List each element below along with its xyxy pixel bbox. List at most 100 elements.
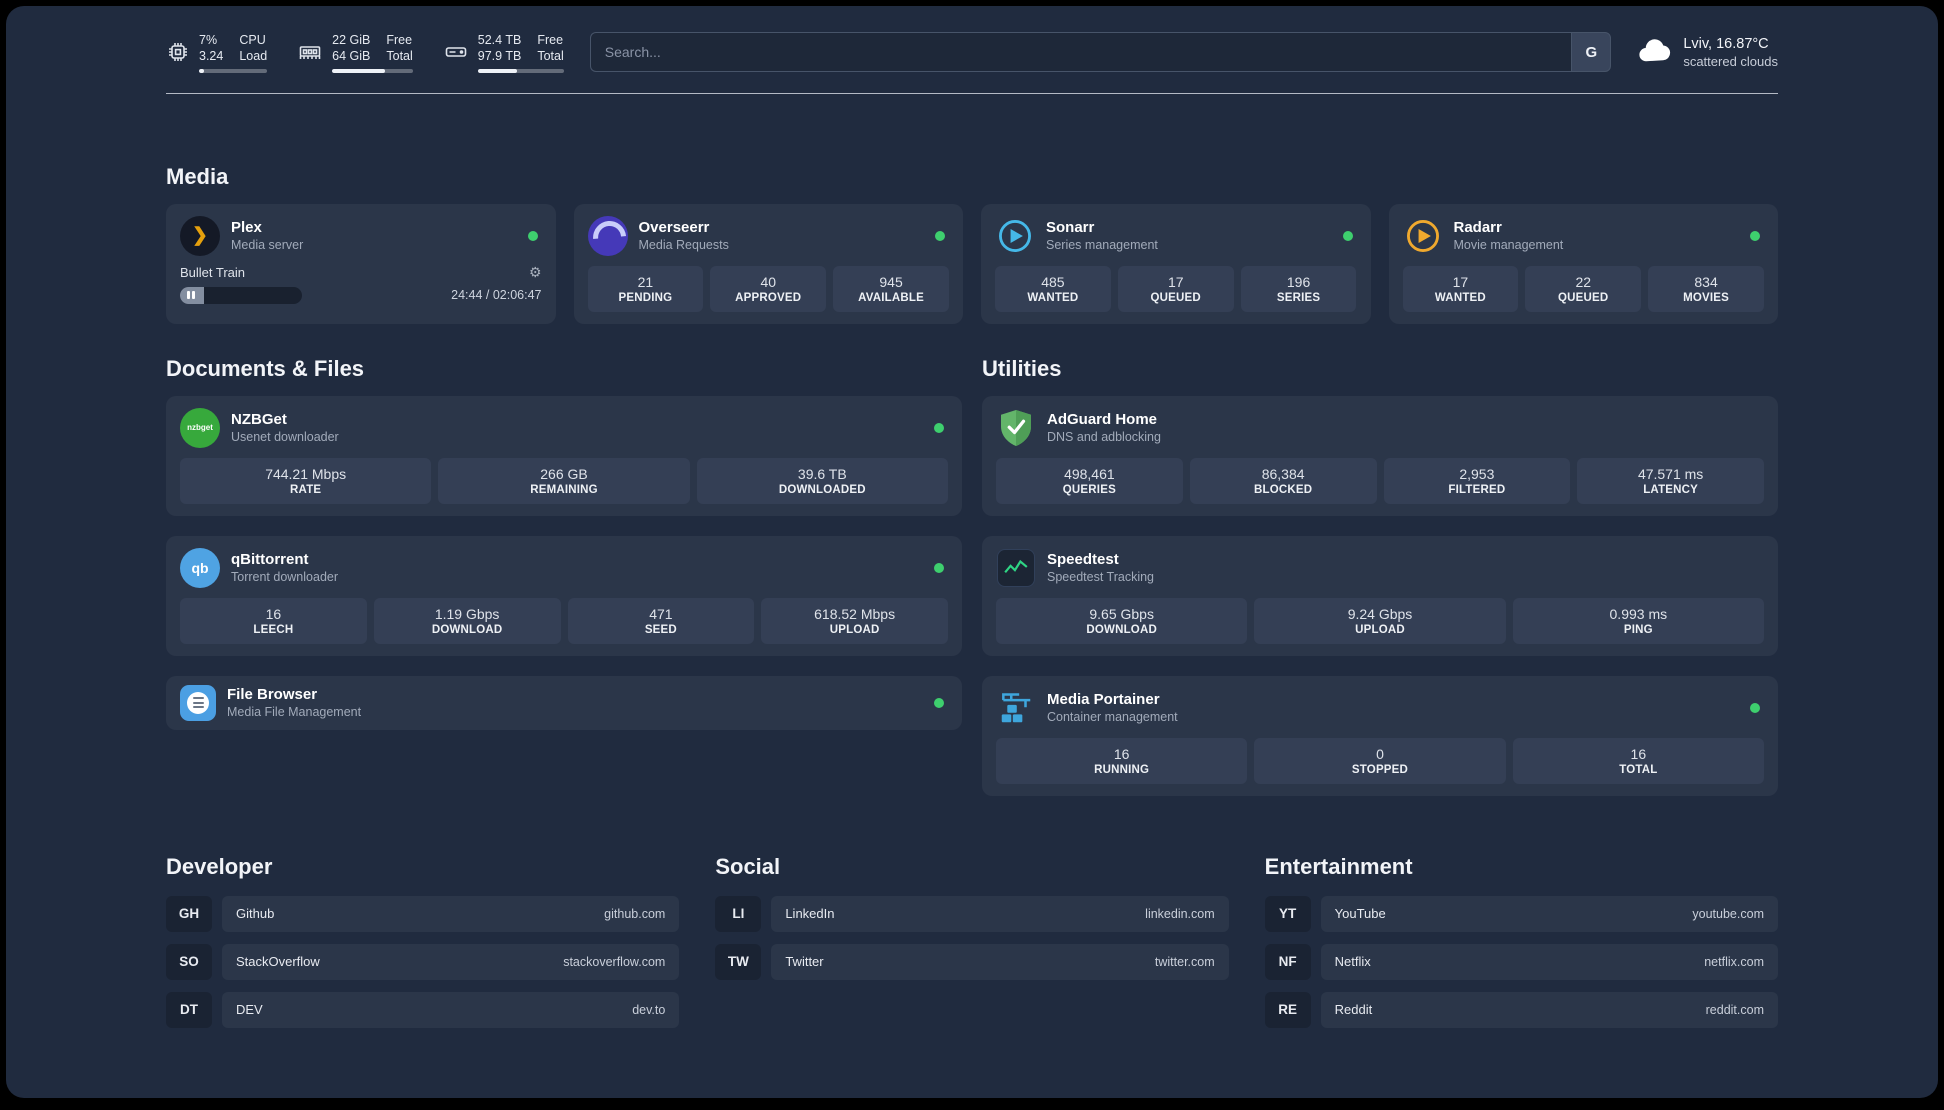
cpu-progress-bar [199,68,268,73]
bookmark-row: SO StackOverflow stackoverflow.com [166,943,680,980]
speedtest-icon [996,548,1036,588]
app-card-filebrowser[interactable]: File Browser Media File Management [166,675,962,730]
stat-tile: 945 AVAILABLE [833,265,949,312]
bookmark-abbr: SO [166,943,212,980]
status-dot [934,422,944,433]
stat-tile: 39.6 TB DOWNLOADED [696,457,948,504]
bookmark-group-developer: Developer GH Github github.com SO StackO… [166,853,680,1028]
cloud-icon [1637,36,1673,69]
search-engine-button[interactable]: G [1571,32,1612,73]
ram-free-label: Free [386,33,413,47]
bookmark-row: RE Reddit reddit.com [1264,991,1778,1028]
bookmark-abbr: LI [715,895,762,932]
app-card-portainer[interactable]: Media Portainer Container management 16 … [982,675,1778,796]
stat-tile: 498,461 QUERIES [996,457,1183,504]
app-card-nzbget[interactable]: nzbget NZBGet Usenet downloader 744.21 M… [166,395,962,516]
bookmark-link-dev[interactable]: DEV dev.to [222,991,680,1028]
ram-icon [297,40,323,64]
bookmark-link-stackoverflow[interactable]: StackOverflow stackoverflow.com [222,943,680,980]
media-card-row: ❯ Plex Media server Bullet Train ⚙ [166,203,1778,324]
status-dot [934,562,944,573]
app-subtitle: Container management [1047,710,1178,725]
cpu-load-value: 3.24 [199,49,224,64]
middle-columns: Documents & Files nzbget NZBGet Usenet d… [166,356,1778,796]
bookmark-sections: Developer GH Github github.com SO StackO… [166,854,1778,1028]
stat-tile: 485 WANTED [995,265,1111,312]
playback-progress-bar[interactable] [180,286,302,304]
bookmark-abbr: RE [1264,991,1311,1028]
status-dot [1750,230,1760,241]
bookmark-link-github[interactable]: Github github.com [222,895,680,932]
app-name: Media Portainer [1047,690,1160,708]
stat-tile: 266 GB REMAINING [438,457,690,504]
topbar: 7% 3.24 CPU Load [166,32,1778,73]
app-name: NZBGet [231,410,287,428]
app-name: AdGuard Home [1047,410,1158,428]
stat-tile: 40 APPROVED [710,265,827,312]
nzbget-icon: nzbget [180,407,220,448]
bookmark-link-linkedin[interactable]: LinkedIn linkedin.com [771,895,1229,932]
stat-tile: 2,953 FILTERED [1383,457,1571,504]
bookmark-link-youtube[interactable]: YouTube youtube.com [1320,895,1778,932]
app-card-plex[interactable]: ❯ Plex Media server Bullet Train ⚙ [166,203,556,324]
stat-tile: 471 SEED [567,597,755,644]
status-dot [1750,702,1760,713]
app-subtitle: Speedtest Tracking [1047,570,1155,585]
gear-icon[interactable]: ⚙ [528,264,542,280]
disk-free-label: Free [537,33,564,47]
ram-progress-bar [332,68,413,73]
weather-condition: scattered clouds [1683,53,1778,69]
app-card-radarr[interactable]: Radarr Movie management 17 WANTED 22 QUE… [1388,203,1778,324]
app-card-sonarr[interactable]: Sonarr Series management 485 WANTED 17 Q… [981,203,1371,324]
bookmark-abbr: GH [166,895,212,932]
dashboard-window: 7% 3.24 CPU Load [6,6,1938,1098]
ram-free-value: 22 GiB [332,33,371,47]
section-title-social: Social [715,853,781,879]
stat-tile: 16 LEECH [180,597,367,644]
bookmark-link-netflix[interactable]: Netflix netflix.com [1320,943,1778,980]
radarr-icon [1403,216,1443,256]
bookmark-link-reddit[interactable]: Reddit reddit.com [1320,991,1778,1028]
stat-tile: 17 WANTED [1402,265,1519,312]
app-subtitle: Torrent downloader [231,570,339,585]
cpu-metric: 7% 3.24 CPU Load [166,32,268,73]
disk-total-label: Total [537,49,564,64]
plex-icon: ❯ [180,215,220,256]
app-subtitle: Series management [1046,238,1158,253]
section-title-developer: Developer [166,853,273,879]
app-card-speedtest[interactable]: Speedtest Speedtest Tracking 9.65 Gbps D… [982,535,1778,656]
app-name: Overseerr [638,218,710,236]
app-name: Radarr [1453,218,1502,236]
search-input[interactable] [589,32,1572,73]
app-card-overseerr[interactable]: Overseerr Media Requests 21 PENDING 40 A… [573,203,963,324]
system-metrics: 7% 3.24 CPU Load [166,32,564,73]
pause-icon[interactable] [187,291,195,299]
status-dot [1342,230,1353,241]
status-dot [934,697,944,708]
app-card-adguard[interactable]: AdGuard Home DNS and adblocking 498,461 … [982,395,1778,516]
app-name: Plex [231,218,262,236]
stat-tile: 86,384 BLOCKED [1189,457,1377,504]
app-card-qbittorrent[interactable]: qb qBittorrent Torrent downloader 16 LEE… [166,535,962,656]
app-subtitle: Media File Management [227,705,362,720]
disk-total-value: 97.9 TB [477,49,522,64]
sonarr-icon [995,216,1035,256]
overseerr-icon [587,215,628,256]
stat-tile: 9.24 Gbps UPLOAD [1254,597,1506,644]
ram-total-value: 64 GiB [332,49,371,64]
documents-column: Documents & Files nzbget NZBGet Usenet d… [166,356,962,796]
bookmark-abbr: YT [1264,895,1311,932]
weather-widget: Lviv, 16.87°C scattered clouds [1637,36,1778,69]
stat-tile: 1.19 Gbps DOWNLOAD [373,597,561,644]
section-title-documents: Documents & Files [166,355,365,381]
disk-progress-bar [477,68,564,73]
disk-icon [443,40,469,64]
bookmark-link-twitter[interactable]: Twitter twitter.com [771,943,1229,980]
app-name: Speedtest [1047,550,1119,568]
filebrowser-icon [180,684,216,721]
bookmark-abbr: TW [715,943,762,980]
bookmark-row: TW Twitter twitter.com [715,943,1229,980]
stat-tile: 0.993 ms PING [1512,597,1764,644]
app-subtitle: Movie management [1453,238,1564,253]
app-subtitle: Media server [231,238,304,253]
